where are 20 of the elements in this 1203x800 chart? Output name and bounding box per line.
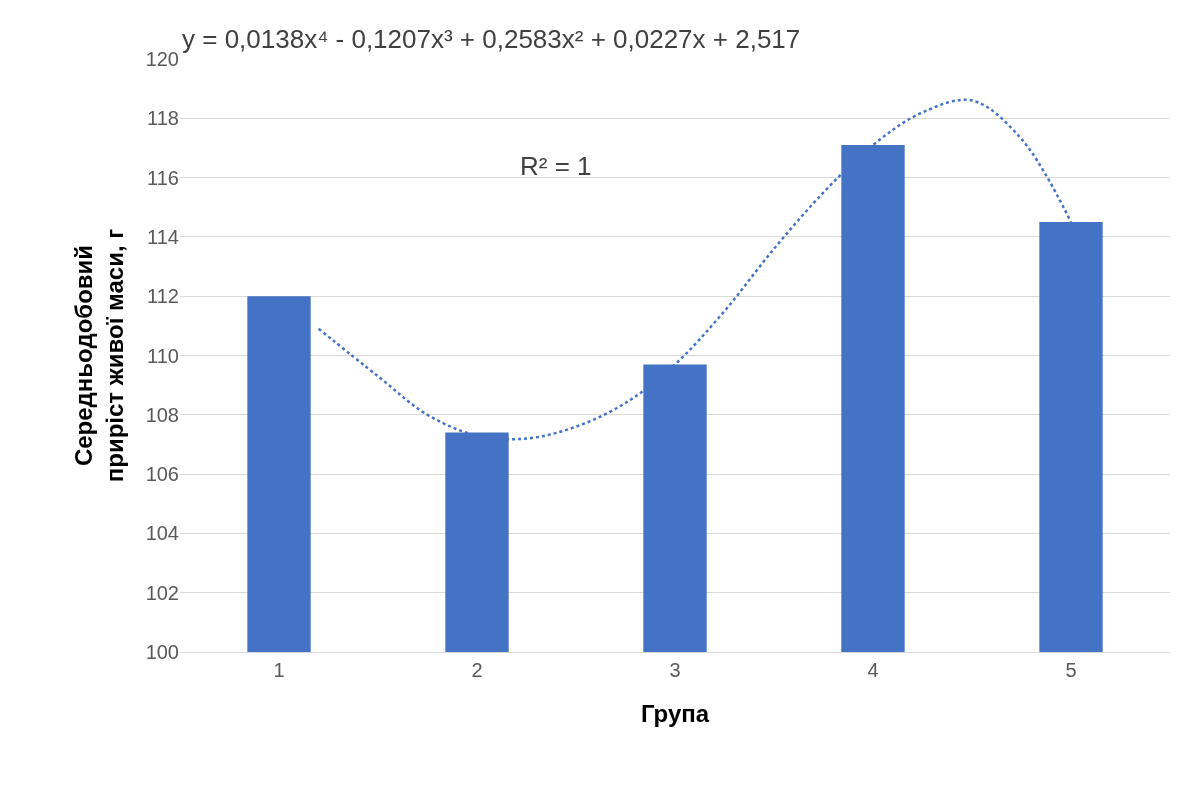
y-tick-label: 120 <box>145 48 179 70</box>
y-tick-label: 104 <box>145 522 179 545</box>
y-tick-label: 118 <box>147 107 179 130</box>
y-tick-label: 106 <box>145 463 179 486</box>
y-tick-label: 116 <box>147 166 179 189</box>
y-tick-label: 110 <box>147 344 179 367</box>
text: y = 0,0138x⁴ - 0,1207x³ + 0,2583x² + 0,0227x + 2,517 <box>182 24 801 54</box>
y-axis-title: Середньодобовий приріст живої маси, г <box>69 228 128 483</box>
x-tick-label: 4 <box>867 659 879 681</box>
y-tick-label: 102 <box>145 581 179 604</box>
x-tick-label: 2 <box>471 659 483 681</box>
annotation: R² = 1 <box>520 151 592 181</box>
y-tick-label: 112 <box>147 285 179 308</box>
y-tick-label: 114 <box>147 225 179 248</box>
y-tick-label: 100 <box>145 641 179 663</box>
y-tick-label: 108 <box>145 403 179 426</box>
x-tick-label: 3 <box>669 659 681 681</box>
x-axis-title: Група <box>640 700 710 728</box>
x-tick-label: 5 <box>1065 659 1077 681</box>
x-tick-label: 1 <box>273 659 285 681</box>
